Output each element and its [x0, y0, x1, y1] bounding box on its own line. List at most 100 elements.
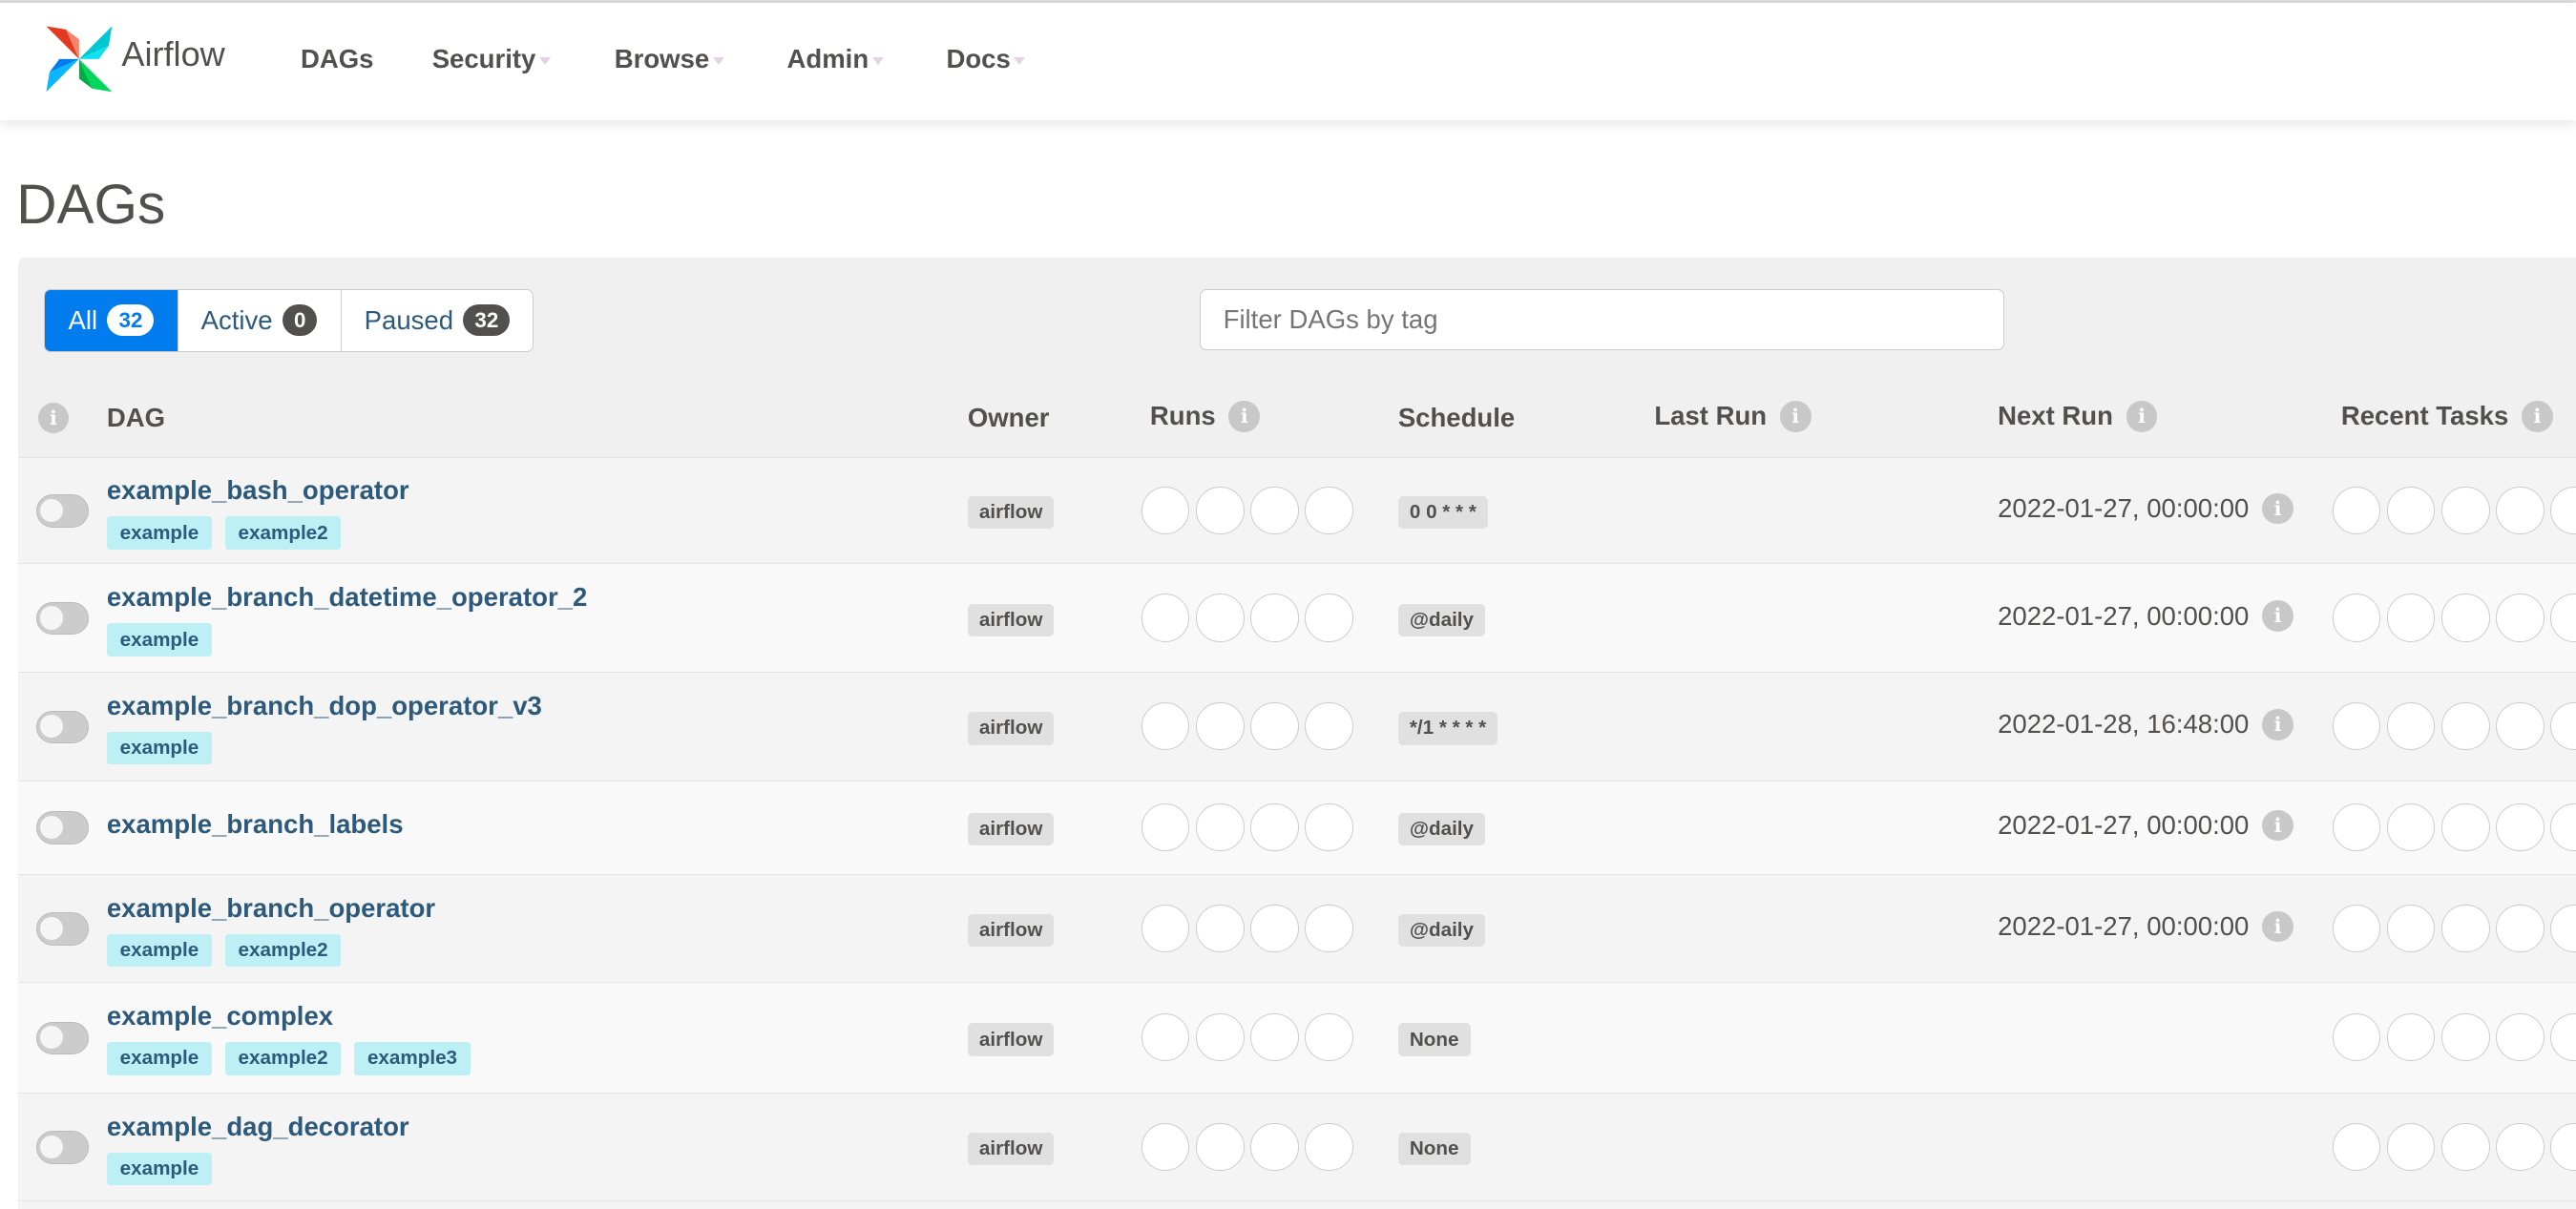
run-state-circle[interactable] — [1196, 486, 1245, 534]
dag-link[interactable]: example_complex — [106, 1001, 334, 1032]
tag-badge[interactable]: example2 — [224, 1042, 342, 1075]
nav-dags[interactable]: DAGs — [301, 44, 374, 74]
run-state-circle[interactable] — [1141, 904, 1190, 952]
info-icon[interactable]: i — [2126, 400, 2158, 432]
run-state-circle[interactable] — [1305, 803, 1353, 852]
info-icon[interactable]: i — [2522, 400, 2553, 432]
run-state-circle[interactable] — [1141, 701, 1190, 751]
run-state-circle[interactable] — [1250, 803, 1299, 852]
owner-badge[interactable]: airflow — [967, 1023, 1055, 1056]
owner-badge[interactable]: airflow — [967, 1132, 1055, 1166]
schedule-badge[interactable]: None — [1397, 1023, 1471, 1056]
task-state-circle[interactable] — [2333, 486, 2381, 534]
tag-badge[interactable]: example — [106, 516, 213, 550]
filter-paused-button[interactable]: Paused 32 — [342, 290, 534, 351]
run-state-circle[interactable] — [1196, 1013, 1245, 1062]
run-state-circle[interactable] — [1305, 701, 1353, 751]
nav-security[interactable]: Security — [432, 44, 551, 74]
task-state-circle[interactable] — [2496, 904, 2545, 952]
task-state-circle[interactable] — [2441, 1013, 2490, 1062]
task-state-circle[interactable] — [2387, 904, 2436, 952]
pause-toggle[interactable] — [35, 912, 89, 946]
owner-badge[interactable]: airflow — [967, 813, 1055, 846]
tag-badge[interactable]: example — [106, 1152, 213, 1185]
run-state-circle[interactable] — [1196, 594, 1245, 642]
task-state-circle[interactable] — [2333, 904, 2381, 952]
task-state-circle[interactable] — [2441, 904, 2490, 952]
task-state-circle[interactable] — [2387, 1122, 2436, 1171]
task-state-circle[interactable] — [2550, 1122, 2576, 1171]
run-state-circle[interactable] — [1141, 1013, 1190, 1062]
tag-badge[interactable]: example3 — [354, 1042, 471, 1075]
run-state-circle[interactable] — [1141, 803, 1190, 852]
tag-badge[interactable]: example — [106, 623, 213, 657]
dag-link[interactable]: example_branch_operator — [106, 892, 436, 923]
nav-admin[interactable]: Admin — [787, 44, 884, 74]
task-state-circle[interactable] — [2496, 594, 2545, 642]
tag-badge[interactable]: example — [106, 731, 213, 765]
header-info[interactable]: i — [37, 402, 70, 434]
tag-badge[interactable]: example — [106, 933, 213, 967]
run-state-circle[interactable] — [1250, 904, 1299, 952]
info-icon[interactable]: i — [2262, 600, 2293, 632]
dag-link[interactable]: example_branch_dop_operator_v3 — [106, 690, 542, 720]
task-state-circle[interactable] — [2441, 594, 2490, 642]
run-state-circle[interactable] — [1141, 1122, 1190, 1171]
task-state-circle[interactable] — [2387, 486, 2436, 534]
run-state-circle[interactable] — [1250, 1013, 1299, 1062]
col-dag[interactable]: DAG — [107, 403, 165, 433]
schedule-badge[interactable]: @daily — [1397, 603, 1486, 636]
dag-link[interactable]: example_branch_datetime_operator_2 — [106, 582, 588, 613]
task-state-circle[interactable] — [2441, 803, 2490, 852]
task-state-circle[interactable] — [2387, 701, 2436, 751]
schedule-badge[interactable]: @daily — [1397, 813, 1486, 846]
pause-toggle[interactable] — [35, 1021, 89, 1055]
info-icon[interactable]: i — [2262, 492, 2293, 525]
run-state-circle[interactable] — [1250, 594, 1299, 642]
owner-badge[interactable]: airflow — [967, 914, 1055, 948]
run-state-circle[interactable] — [1196, 803, 1245, 852]
tag-badge[interactable]: example2 — [224, 933, 342, 967]
task-state-circle[interactable] — [2550, 486, 2576, 534]
task-state-circle[interactable] — [2550, 1013, 2576, 1062]
run-state-circle[interactable] — [1305, 904, 1353, 952]
schedule-badge[interactable]: None — [1397, 1132, 1471, 1166]
nav-docs[interactable]: Docs — [946, 44, 1026, 74]
task-state-circle[interactable] — [2496, 803, 2545, 852]
task-state-circle[interactable] — [2387, 594, 2436, 642]
pause-toggle[interactable] — [35, 710, 89, 743]
task-state-circle[interactable] — [2441, 1122, 2490, 1171]
pause-toggle[interactable] — [35, 811, 89, 844]
run-state-circle[interactable] — [1305, 1013, 1353, 1062]
airflow-logo[interactable]: Airflow — [43, 23, 225, 95]
task-state-circle[interactable] — [2496, 1013, 2545, 1062]
tag-badge[interactable]: example2 — [224, 516, 342, 550]
col-owner[interactable]: Owner — [968, 403, 1050, 433]
run-state-circle[interactable] — [1305, 486, 1353, 534]
pause-toggle[interactable] — [35, 494, 89, 528]
dag-link[interactable]: example_dag_decorator — [106, 1111, 409, 1141]
run-state-circle[interactable] — [1141, 486, 1190, 534]
owner-badge[interactable]: airflow — [967, 603, 1055, 636]
task-state-circle[interactable] — [2496, 1122, 2545, 1171]
info-icon[interactable]: i — [37, 402, 70, 434]
col-schedule[interactable]: Schedule — [1398, 403, 1515, 433]
info-icon[interactable]: i — [1228, 400, 1261, 432]
schedule-badge[interactable]: */1 * * * * — [1397, 712, 1498, 745]
filter-active-button[interactable]: Active 0 — [178, 289, 342, 351]
task-state-circle[interactable] — [2550, 904, 2576, 952]
run-state-circle[interactable] — [1250, 1122, 1299, 1171]
task-state-circle[interactable] — [2387, 803, 2436, 852]
task-state-circle[interactable] — [2550, 803, 2576, 852]
task-state-circle[interactable] — [2333, 803, 2381, 852]
run-state-circle[interactable] — [1305, 1122, 1353, 1171]
info-icon[interactable]: i — [2262, 809, 2293, 842]
run-state-circle[interactable] — [1250, 701, 1299, 751]
tag-badge[interactable]: example — [106, 1042, 213, 1075]
dag-link[interactable]: example_branch_labels — [106, 808, 404, 839]
task-state-circle[interactable] — [2333, 1013, 2381, 1062]
task-state-circle[interactable] — [2550, 594, 2576, 642]
info-icon[interactable]: i — [2262, 708, 2293, 740]
schedule-badge[interactable]: 0 0 * * * — [1397, 495, 1488, 530]
task-state-circle[interactable] — [2550, 701, 2576, 751]
